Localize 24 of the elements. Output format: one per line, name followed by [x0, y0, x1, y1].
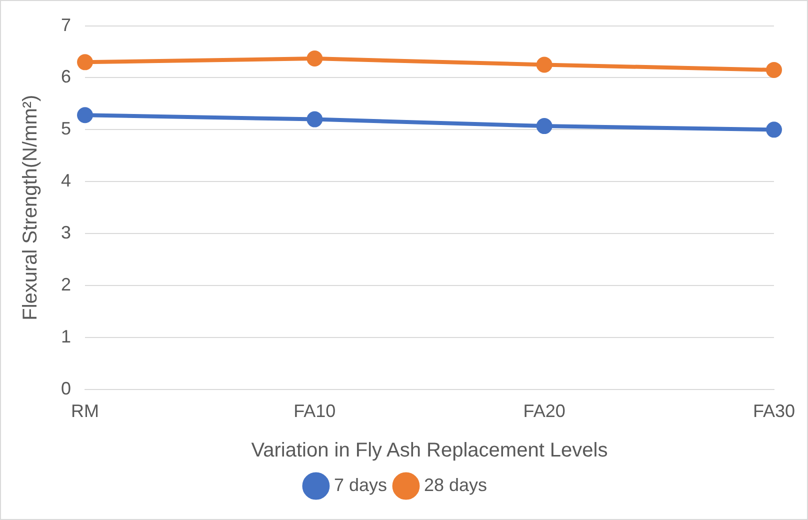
point	[766, 122, 782, 138]
y-tick-label: 2	[60, 274, 72, 294]
y-tick-label: 4	[60, 170, 72, 191]
point	[766, 62, 782, 78]
point	[77, 107, 94, 124]
point	[536, 56, 552, 73]
x-axis-title: Variation in Fly Ash Replacement Levels	[251, 440, 608, 462]
x-tick-label: FA30	[752, 401, 795, 422]
legend-label: 7 days	[334, 474, 388, 495]
y-tick-label: 3	[60, 222, 72, 243]
x-tick-label: RM	[71, 401, 100, 422]
x-tick-label: FA20	[523, 401, 566, 422]
x-tick-label: FA10	[294, 401, 336, 422]
point	[306, 50, 323, 67]
y-axis-title: Flexural Strength(N/mm²)	[20, 94, 42, 320]
point	[77, 54, 94, 70]
y-tick-label: 5	[60, 118, 72, 139]
legend-label: 28 days	[424, 474, 488, 495]
y-tick-label: 6	[60, 66, 72, 87]
point	[536, 118, 552, 134]
point	[306, 111, 323, 128]
y-tick-label: 0	[60, 378, 72, 398]
y-tick-label: 1	[60, 326, 72, 346]
y-tick-label: 7	[60, 14, 72, 35]
